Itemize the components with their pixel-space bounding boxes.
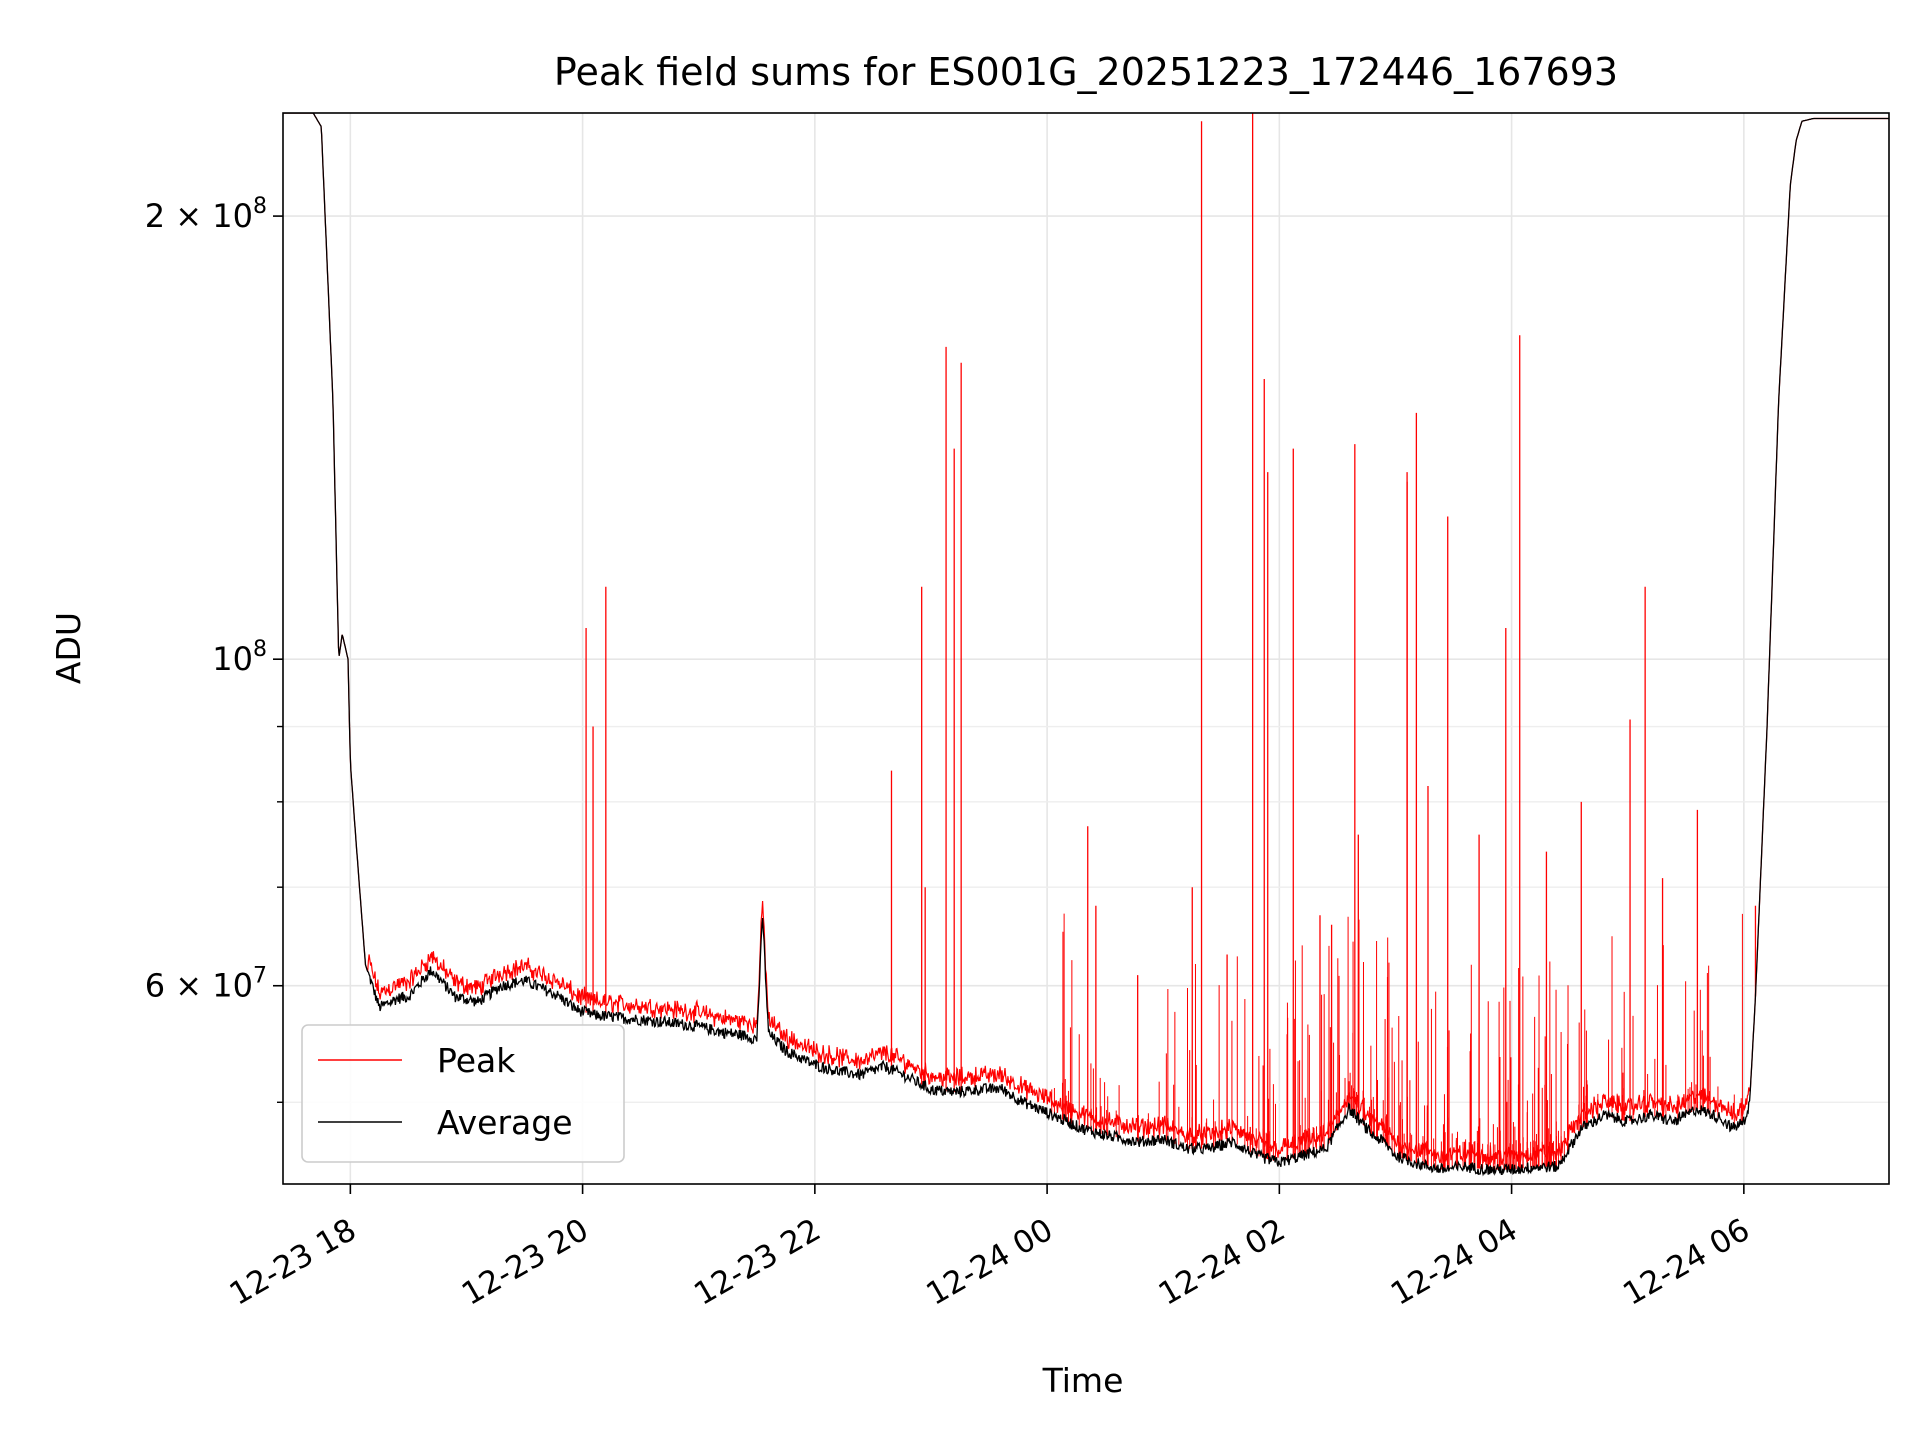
average-line <box>283 113 1889 1177</box>
y-tick-base: 2 × 10 <box>145 197 253 235</box>
peak-baseline <box>283 113 1889 1167</box>
grid <box>283 113 1889 1184</box>
y-axis-label: ADU <box>49 612 88 684</box>
legend-box <box>301 1024 625 1163</box>
y-tick-exponent: 7 <box>253 964 267 989</box>
plot-frame <box>282 112 1890 1185</box>
y-tick-exponent: 8 <box>253 194 267 219</box>
legend: Peak Average <box>301 1024 625 1163</box>
x-axis-label: Time <box>1042 1361 1124 1400</box>
legend-average-label: Average <box>437 1103 573 1142</box>
y-tick-label: 6 × 107 <box>145 964 267 1005</box>
y-tick-label: 2 × 108 <box>145 194 267 235</box>
y-tick-label: 108 <box>212 637 267 678</box>
y-tick-base: 6 × 10 <box>145 967 253 1005</box>
y-tick-base: 10 <box>212 640 253 678</box>
y-tick-exponent: 8 <box>253 637 267 662</box>
legend-peak-label: Peak <box>437 1041 516 1080</box>
chart-title: Peak field sums for ES001G_20251223_1724… <box>554 50 1618 94</box>
series-layer <box>283 113 1889 1177</box>
